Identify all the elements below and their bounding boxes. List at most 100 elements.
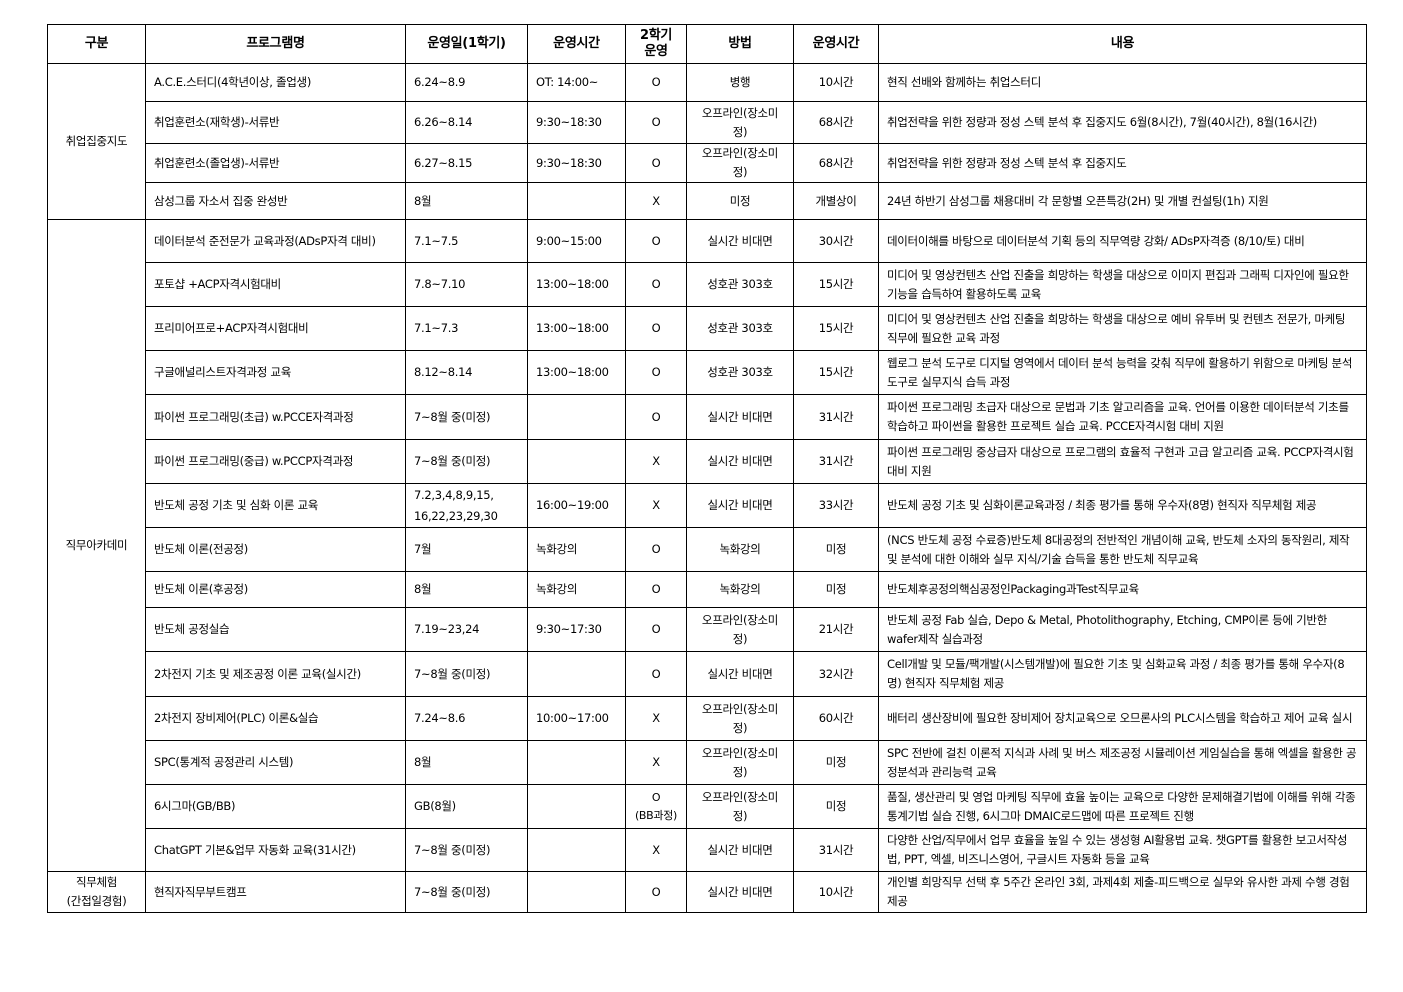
time-cell: 9:30~17:30	[527, 607, 626, 652]
program-name-cell: SPC(통계적 공정관리 시스템)	[145, 740, 406, 785]
sem2-cell: X	[625, 828, 687, 872]
content-cell: 미디어 및 영상컨텐츠 산업 진출을 희망하는 학생을 대상으로 이미지 편집과…	[878, 262, 1367, 307]
date-cell: 7.19~23,24	[405, 607, 528, 652]
program-name-cell: 포토샵 +ACP자격시험대비	[145, 262, 406, 307]
hours-cell: 31시간	[793, 394, 879, 440]
hours-cell: 미정	[793, 784, 879, 829]
sem2-cell: X	[625, 483, 687, 528]
method-cell: 병행	[686, 63, 794, 102]
time-cell: 16:00~19:00	[527, 483, 626, 528]
method-cell: 성호관 303호	[686, 350, 794, 395]
content-cell: 다양한 산업/직무에서 업무 효율을 높일 수 있는 생성형 AI활용법 교육.…	[878, 828, 1367, 872]
hours-cell: 10시간	[793, 63, 879, 102]
time-cell: 13:00~18:00	[527, 262, 626, 307]
header-row: 구분 프로그램명 운영일(1학기) 운영시간 2학기 운영 방법 운영시간 내용	[47, 24, 1367, 64]
date-cell: GB(8월)	[405, 784, 528, 829]
table-row: 6시그마(GB/BB) GB(8월) O (BB과정) 오프라인(장소미정) 미정 품질,…	[48, 784, 1367, 829]
program-name-cell: 프리미어프로+ACP자격시험대비	[145, 306, 406, 351]
time-cell: 9:00~15:00	[527, 219, 626, 263]
content-cell: 파이썬 프로그래밍 중상급자 대상으로 프로그램의 효율적 구현과 고급 알고리…	[878, 439, 1367, 484]
date-cell: 6.27~8.15	[405, 143, 528, 183]
time-cell	[527, 784, 626, 829]
content-cell: 개인별 희망직무 선택 후 5주간 온라인 3회, 과제4회 제출-피드백으로 …	[878, 871, 1367, 913]
hours-cell: 미정	[793, 527, 879, 572]
time-cell	[527, 182, 626, 220]
table-row: 프리미어프로+ACP자격시험대비 7.1~7.3 13:00~18:00 O 성호관 3…	[48, 306, 1367, 351]
sem2-cell: O	[625, 306, 687, 351]
content-cell: 반도체후공정의핵심공정인Packaging과Test직무교육	[878, 571, 1367, 608]
date-cell: 7~8월 중(미정)	[405, 871, 528, 913]
table-row: 파이썬 프로그래밍(중급) w.PCCP자격과정 7~8월 중(미정) X 실시간 비…	[48, 439, 1367, 484]
time-cell: 녹화강의	[527, 571, 626, 608]
hours-cell: 68시간	[793, 101, 879, 144]
program-name-cell: 반도체 공정 기초 및 심화 이론 교육	[145, 483, 406, 528]
time-cell: 10:00~17:00	[527, 696, 626, 741]
method-cell: 오프라인(장소미정)	[686, 740, 794, 785]
time-cell: 9:30~18:30	[527, 143, 626, 183]
hours-cell: 31시간	[793, 439, 879, 484]
sem2-cell: O	[625, 571, 687, 608]
method-cell: 오프라인(장소미정)	[686, 143, 794, 183]
method-cell: 실시간 비대면	[686, 219, 794, 263]
table-row: 직무체험 (간접일경험) 현직자직무부트캠프 7~8월 중(미정) O 실시간 비대면 1…	[47, 871, 1367, 913]
content-cell: 24년 하반기 삼성그룹 채용대비 각 문항별 오픈특강(2H) 및 개별 컨설…	[878, 182, 1367, 220]
table-row: 취업집중지도 A.C.E.스터디(4학년이상, 졸업생) 6.24~8.9 OT: 1…	[47, 63, 1367, 220]
method-cell: 오프라인(장소미정)	[686, 696, 794, 741]
table-row: 2차전지 장비제어(PLC) 이론&실습 7.24~8.6 10:00~17:00 X…	[48, 696, 1367, 741]
content-cell: 취업전략을 위한 정량과 정성 스텍 분석 후 집중지도	[878, 143, 1367, 183]
hours-cell: 32시간	[793, 651, 879, 697]
method-cell: 실시간 비대면	[686, 871, 794, 913]
time-cell: 13:00~18:00	[527, 350, 626, 395]
category-cell: 직무아카데미	[47, 219, 146, 872]
date-cell: 7~8월 중(미정)	[405, 394, 528, 440]
program-name-cell: 구글애널리스트자격과정 교육	[145, 350, 406, 395]
method-cell: 오프라인(장소미정)	[686, 784, 794, 829]
content-cell: 미디어 및 영상컨텐츠 산업 진출을 희망하는 학생을 대상으로 예비 유투버 …	[878, 306, 1367, 351]
content-cell: SPC 전반에 걸친 이론적 지식과 사례 및 버스 제조공정 시뮬레이션 게임…	[878, 740, 1367, 785]
date-cell: 7월	[405, 527, 528, 572]
date-cell: 7~8월 중(미정)	[405, 439, 528, 484]
table-row: 취업훈련소(재학생)-서류반 6.26~8.14 9:30~18:30 O 오프라인(장…	[48, 101, 1367, 144]
sem2-cell: O	[625, 527, 687, 572]
date-cell: 7.24~8.6	[405, 696, 528, 741]
table-row: 파이썬 프로그래밍(초급) w.PCCE자격과정 7~8월 중(미정) O 실시간 비…	[48, 394, 1367, 440]
header-category: 구분	[47, 24, 146, 64]
sem2-cell: O	[625, 607, 687, 652]
table-body: 취업집중지도 A.C.E.스터디(4학년이상, 졸업생) 6.24~8.9 OT: 1…	[47, 63, 1367, 913]
content-cell: 반도체 공정 Fab 실습, Depo & Metal, Photolithog…	[878, 607, 1367, 652]
program-name-cell: 삼성그룹 자소서 집중 완성반	[145, 182, 406, 220]
sem2-cell: X	[625, 696, 687, 741]
header-hours: 운영시간	[793, 24, 879, 64]
hours-cell: 개별상이	[793, 182, 879, 220]
time-cell: 녹화강의	[527, 527, 626, 572]
time-cell: OT: 14:00~	[527, 63, 626, 102]
sem2-cell: O	[625, 219, 687, 263]
date-cell: 8월	[405, 740, 528, 785]
hours-cell: 68시간	[793, 143, 879, 183]
method-cell: 성호관 303호	[686, 262, 794, 307]
program-name-cell: 취업훈련소(졸업생)-서류반	[145, 143, 406, 183]
hours-cell: 30시간	[793, 219, 879, 263]
sem2-cell: O	[625, 350, 687, 395]
table-row: 취업훈련소(졸업생)-서류반 6.27~8.15 9:30~18:30 O 오프라인(장…	[48, 143, 1367, 183]
hours-cell: 10시간	[793, 871, 879, 913]
table-row: SPC(통계적 공정관리 시스템) 8월 X 오프라인(장소미정) 미정 SPC 전반에 …	[48, 740, 1367, 785]
date-cell: 7.2,3,4,8,9,15, 16,22,23,29,30	[405, 483, 528, 528]
sem2-cell: X	[625, 439, 687, 484]
program-name-cell: 6시그마(GB/BB)	[145, 784, 406, 829]
time-cell	[527, 828, 626, 872]
method-cell: 실시간 비대면	[686, 651, 794, 697]
date-cell: 6.26~8.14	[405, 101, 528, 144]
hours-cell: 33시간	[793, 483, 879, 528]
program-name-cell: 반도체 이론(후공정)	[145, 571, 406, 608]
method-cell: 실시간 비대면	[686, 439, 794, 484]
table-row: ChatGPT 기본&업무 자동화 교육(31시간) 7~8월 중(미정) X 실시간…	[48, 828, 1367, 872]
sem2-cell: O	[625, 651, 687, 697]
program-name-cell: A.C.E.스터디(4학년이상, 졸업생)	[145, 63, 406, 102]
hours-cell: 15시간	[793, 350, 879, 395]
header-content: 내용	[878, 24, 1367, 64]
content-cell: (NCS 반도체 공정 수료증)반도체 8대공정의 전반적인 개념이해 교육, …	[878, 527, 1367, 572]
header-time: 운영시간	[527, 24, 626, 64]
date-cell: 7.1~7.5	[405, 219, 528, 263]
sem2-cell: O (BB과정)	[625, 784, 687, 829]
